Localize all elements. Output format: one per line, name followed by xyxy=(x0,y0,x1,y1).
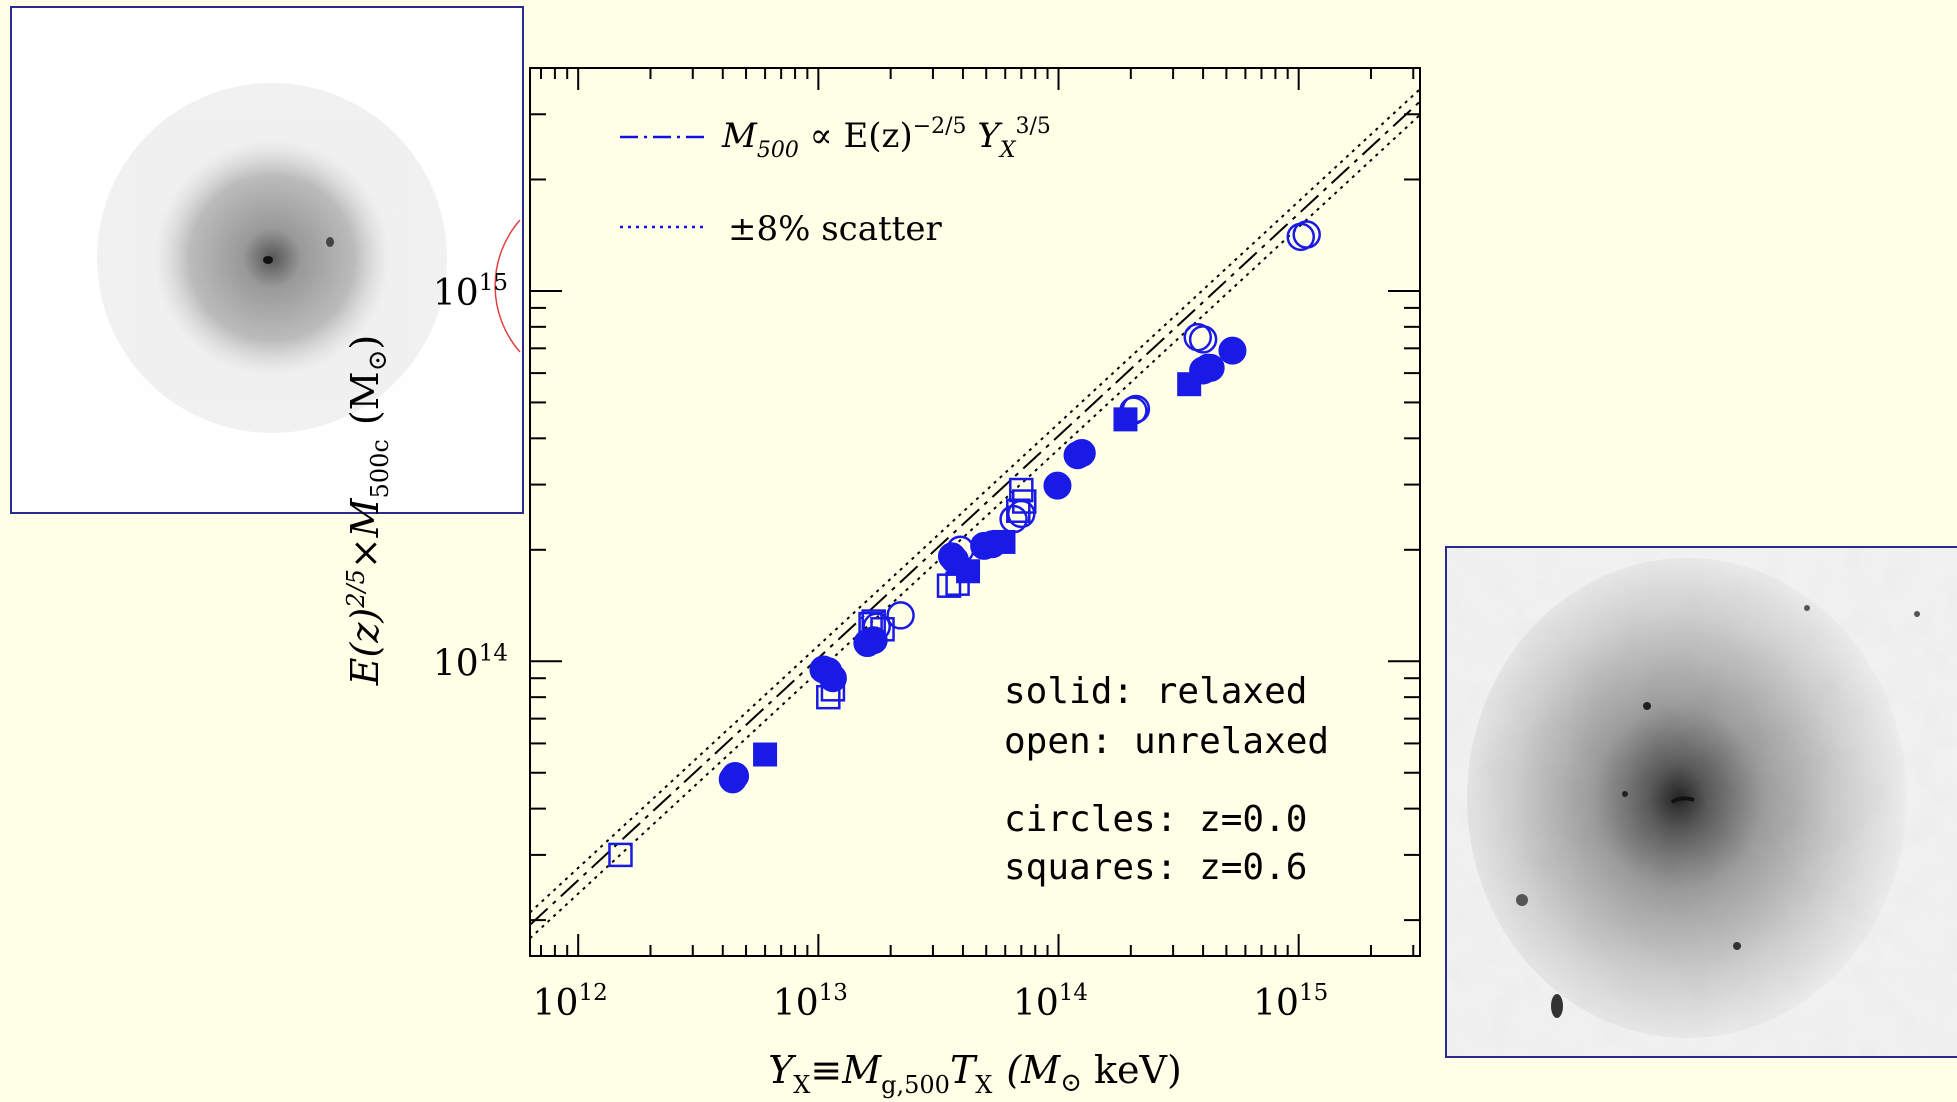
open-square-point xyxy=(858,611,883,637)
y-tick-label: 1014 xyxy=(433,640,508,684)
legend-scatter-label: ±8% scatter xyxy=(728,209,942,249)
solid-circle-point xyxy=(718,765,747,794)
open-square-point xyxy=(945,571,970,596)
red-arc-decoration xyxy=(494,219,521,353)
legend: M500 ∝ E(z)−2/5 YX3/5 ±8% scatter xyxy=(620,114,1051,249)
relation-lines xyxy=(530,88,1420,940)
open-circle-point xyxy=(886,601,915,630)
note-squares: squares: z=0.6 xyxy=(1004,847,1307,888)
x-axis-title: YX≡Mg,500TX (M⊙ keV) xyxy=(768,1048,1182,1099)
note-open: open: unrelaxed xyxy=(1004,721,1329,762)
legend-relation-label: M500 ∝ E(z)−2/5 YX3/5 xyxy=(721,114,1051,163)
left-cluster-image xyxy=(10,6,524,514)
relation-lower-scatter xyxy=(530,114,1420,940)
solid-circle-point xyxy=(1196,353,1225,382)
open-square-point xyxy=(820,677,846,702)
plot-frame xyxy=(529,67,1421,957)
open-circle-point xyxy=(1188,325,1218,354)
relation-upper-scatter xyxy=(530,88,1420,914)
x-tick-label: 1013 xyxy=(773,980,848,1024)
data-points xyxy=(608,220,1321,868)
solid-square-point xyxy=(991,529,1016,554)
x-tick-label: 1012 xyxy=(533,980,608,1024)
right-cluster-image xyxy=(1445,546,1957,1058)
solid-square-point xyxy=(1113,407,1138,432)
axis-ticks xyxy=(530,67,1420,956)
solid-square-point xyxy=(1177,372,1202,397)
open-square-point xyxy=(936,573,962,598)
open-square-point xyxy=(1006,498,1031,523)
solid-circle-point xyxy=(1218,336,1247,365)
notes: solid: relaxed open: unrelaxed circles: … xyxy=(1004,671,1329,888)
y-tick-label: 1015 xyxy=(433,270,508,314)
open-circle-point xyxy=(1193,353,1223,383)
open-circle-point xyxy=(1292,220,1321,249)
right-cluster-image-art xyxy=(1447,548,1957,1056)
relation-mean-line xyxy=(530,100,1420,926)
note-solid: solid: relaxed xyxy=(1004,671,1307,712)
note-circles: circles: z=0.0 xyxy=(1004,799,1307,840)
solid-circle-point xyxy=(1063,441,1092,470)
open-square-point xyxy=(608,842,633,868)
left-cluster-image-art xyxy=(97,83,447,433)
x-tick-label: 1014 xyxy=(1013,980,1088,1024)
solid-circle-point xyxy=(1043,471,1072,500)
y-axis-title: E(z)2/5×M500c(M⊙) xyxy=(342,335,394,686)
open-square-point xyxy=(1012,489,1037,514)
open-square-point xyxy=(861,609,886,634)
x-tick-label: 1015 xyxy=(1253,980,1328,1024)
open-square-point xyxy=(816,684,841,710)
solid-square-point xyxy=(753,742,778,767)
tick-labels: 1012 1013 1014 1015 1014 1015 xyxy=(433,270,1328,1024)
